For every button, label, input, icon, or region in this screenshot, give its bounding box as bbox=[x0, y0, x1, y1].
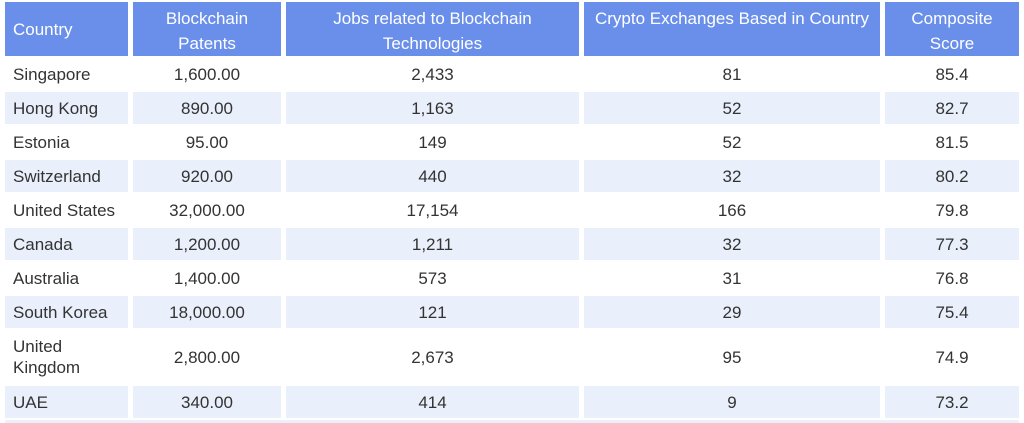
cell-exchanges: 31 bbox=[584, 262, 880, 294]
cell-exchanges: 52 bbox=[584, 126, 880, 158]
column-header-patents: Blockchain Patents bbox=[133, 2, 281, 56]
cell-exchanges: 52 bbox=[584, 92, 880, 124]
cell-jobs: 2,673 bbox=[286, 330, 579, 384]
table-row: United States 32,000.00 17,154 166 79.8 bbox=[5, 194, 1019, 226]
cell-country: Canada bbox=[5, 228, 128, 260]
cell-country: Singapore bbox=[5, 58, 128, 90]
column-header-country: Country bbox=[5, 2, 128, 56]
table-row: Canada 1,200.00 1,211 32 77.3 bbox=[5, 228, 1019, 260]
cell-exchanges: 81 bbox=[584, 58, 880, 90]
table-header: Country Blockchain Patents Jobs related … bbox=[5, 2, 1019, 56]
column-header-score: Composite Score bbox=[885, 2, 1019, 56]
cell-patents: 920.00 bbox=[133, 160, 281, 192]
table-row: Australia 1,400.00 573 31 76.8 bbox=[5, 262, 1019, 294]
cell-patents: 1,400.00 bbox=[133, 262, 281, 294]
cell-score: 76.8 bbox=[885, 262, 1019, 294]
cell-patents: 1,600.00 bbox=[133, 58, 281, 90]
cell-jobs: 440 bbox=[286, 160, 579, 192]
cell-patents: 1,200.00 bbox=[133, 228, 281, 260]
cell-patents: 890.00 bbox=[133, 92, 281, 124]
cell-score: 80.2 bbox=[885, 160, 1019, 192]
cell-country: Australia bbox=[5, 262, 128, 294]
column-header-exchanges: Crypto Exchanges Based in Country bbox=[584, 2, 880, 56]
cell-score: 75.4 bbox=[885, 296, 1019, 328]
cell-score: 77.3 bbox=[885, 228, 1019, 260]
cell-exchanges: 9 bbox=[584, 386, 880, 418]
cell-patents: 18,000.00 bbox=[133, 296, 281, 328]
cell-patents: 340.00 bbox=[133, 386, 281, 418]
table-row: Singapore 1,600.00 2,433 81 85.4 bbox=[5, 58, 1019, 90]
cell-score: 81.5 bbox=[885, 126, 1019, 158]
cell-jobs: 2,433 bbox=[286, 58, 579, 90]
cell-country: Switzerland bbox=[5, 160, 128, 192]
cell-score: 74.9 bbox=[885, 330, 1019, 384]
cell-country: Estonia bbox=[5, 126, 128, 158]
cell-patents: 2,800.00 bbox=[133, 330, 281, 384]
table-row: South Korea 18,000.00 121 29 75.4 bbox=[5, 296, 1019, 328]
cell-country: South Korea bbox=[5, 296, 128, 328]
header-row: Country Blockchain Patents Jobs related … bbox=[5, 2, 1019, 56]
table-row: UAE 340.00 414 9 73.2 bbox=[5, 386, 1019, 418]
cell-country: Hong Kong bbox=[5, 92, 128, 124]
cell-jobs: 573 bbox=[286, 262, 579, 294]
cell-patents: 95.00 bbox=[133, 126, 281, 158]
cell-score: 73.2 bbox=[885, 386, 1019, 418]
cell-jobs: 17,154 bbox=[286, 194, 579, 226]
cell-country: UAE bbox=[5, 386, 128, 418]
cell-exchanges: 166 bbox=[584, 194, 880, 226]
cell-exchanges: 32 bbox=[584, 160, 880, 192]
cell-score: 82.7 bbox=[885, 92, 1019, 124]
cell-country: United States bbox=[5, 194, 128, 226]
cell-jobs: 149 bbox=[286, 126, 579, 158]
cell-score: 85.4 bbox=[885, 58, 1019, 90]
table-row: Switzerland 920.00 440 32 80.2 bbox=[5, 160, 1019, 192]
cell-exchanges: 32 bbox=[584, 228, 880, 260]
cell-patents: 32,000.00 bbox=[133, 194, 281, 226]
table-row: Estonia 95.00 149 52 81.5 bbox=[5, 126, 1019, 158]
cell-jobs: 414 bbox=[286, 386, 579, 418]
cell-exchanges: 95 bbox=[584, 330, 880, 384]
cell-country: United Kingdom bbox=[5, 330, 128, 384]
table-row: Hong Kong 890.00 1,163 52 82.7 bbox=[5, 92, 1019, 124]
table-row: United Kingdom 2,800.00 2,673 95 74.9 bbox=[5, 330, 1019, 384]
cell-jobs: 1,163 bbox=[286, 92, 579, 124]
cell-exchanges: 29 bbox=[584, 296, 880, 328]
table-body: Singapore 1,600.00 2,433 81 85.4 Hong Ko… bbox=[5, 58, 1019, 418]
cell-jobs: 121 bbox=[286, 296, 579, 328]
cell-score: 79.8 bbox=[885, 194, 1019, 226]
column-header-jobs: Jobs related to Blockchain Technologies bbox=[286, 2, 579, 56]
cell-jobs: 1,211 bbox=[286, 228, 579, 260]
